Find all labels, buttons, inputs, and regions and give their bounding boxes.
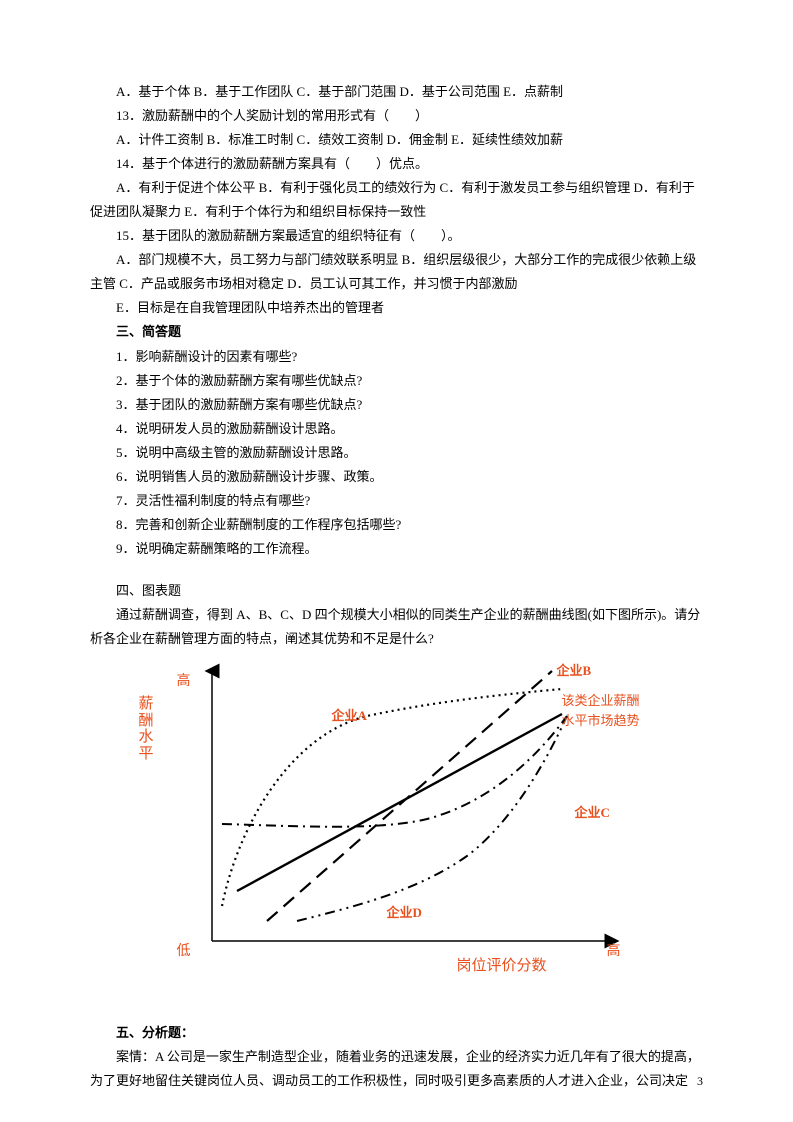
curve-c <box>222 716 567 827</box>
s2: 2．基于个体的激励薪酬方案有哪些优缺点? <box>90 369 703 393</box>
s7: 7．灵活性福利制度的特点有哪些? <box>90 489 703 513</box>
s9: 9．说明确定薪酬策略的工作流程。 <box>90 537 703 561</box>
y-high-label: 高 <box>177 669 191 695</box>
section-3-title: 三、简答题 <box>90 320 703 344</box>
section-5-body: 案情：A 公司是一家生产制造型企业，随着业务的迅速发展，企业的经济实力近几年有了… <box>90 1045 703 1093</box>
s1: 1．影响薪酬设计的因素有哪些? <box>90 345 703 369</box>
chart-svg <box>167 661 627 981</box>
section-4-title: 四、图表题 <box>90 579 703 603</box>
label-trend-2: 水平市场趋势 <box>562 709 640 733</box>
y-low-label: 低 <box>177 939 191 965</box>
label-company-a: 企业A <box>332 704 367 728</box>
section-5-title: 五、分析题： <box>90 1021 703 1045</box>
curve-d <box>297 716 567 921</box>
s6: 6．说明销售人员的激励薪酬设计步骤、政策。 <box>90 465 703 489</box>
curve-a <box>222 689 562 906</box>
q15-options-2: E．目标是在自我管理团队中培养杰出的管理者 <box>90 296 703 320</box>
q13: 13．激励薪酬中的个人奖励计划的常用形式有（ ） <box>90 104 703 128</box>
s5: 5．说明中高级主管的激励薪酬设计思路。 <box>90 441 703 465</box>
q14-options: A．有利于促进个体公平 B．有利于强化员工的绩效行为 C．有利于激发员工参与组织… <box>90 176 703 224</box>
q12-options: A．基于个体 B．基于工作团队 C．基于部门范围 D．基于公司范围 E．点薪制 <box>90 80 703 104</box>
y-axis-title: 薪 酬 水 平 <box>139 696 154 762</box>
q13-options: A．计件工资制 B．标准工时制 C．绩效工资制 D．佣金制 E．延续性绩效加薪 <box>90 128 703 152</box>
section-4-body: 通过薪酬调查，得到 A、B、C、D 四个规模大小相似的同类生产企业的薪酬曲线图(… <box>90 603 703 651</box>
salary-curve-chart: 薪 酬 水 平 高 低 高 岗位评价分数 企业A 企业B 该类企业薪酬 水平市场… <box>167 661 627 1001</box>
q15-options-1: A．部门规模不大，员工努力与部门绩效联系明显 B．组织层级很少，大部分工作的完成… <box>90 248 703 296</box>
x-axis-title: 岗位评价分数 <box>457 953 547 981</box>
page-number: 3 <box>697 1070 703 1092</box>
q15: 15．基于团队的激励薪酬方案最适宜的组织特征有（ ）。 <box>90 224 703 248</box>
s4: 4．说明研发人员的激励薪酬设计思路。 <box>90 417 703 441</box>
s3: 3．基于团队的激励薪酬方案有哪些优缺点? <box>90 393 703 417</box>
s8: 8．完善和创新企业薪酬制度的工作程序包括哪些? <box>90 513 703 537</box>
label-company-c: 企业C <box>575 801 610 825</box>
label-company-d: 企业D <box>387 901 422 925</box>
curve-trend <box>237 714 562 891</box>
label-company-b: 企业B <box>557 659 592 683</box>
q14: 14．基于个体进行的激励薪酬方案具有（ ）优点。 <box>90 152 703 176</box>
x-high-label: 高 <box>607 939 621 965</box>
